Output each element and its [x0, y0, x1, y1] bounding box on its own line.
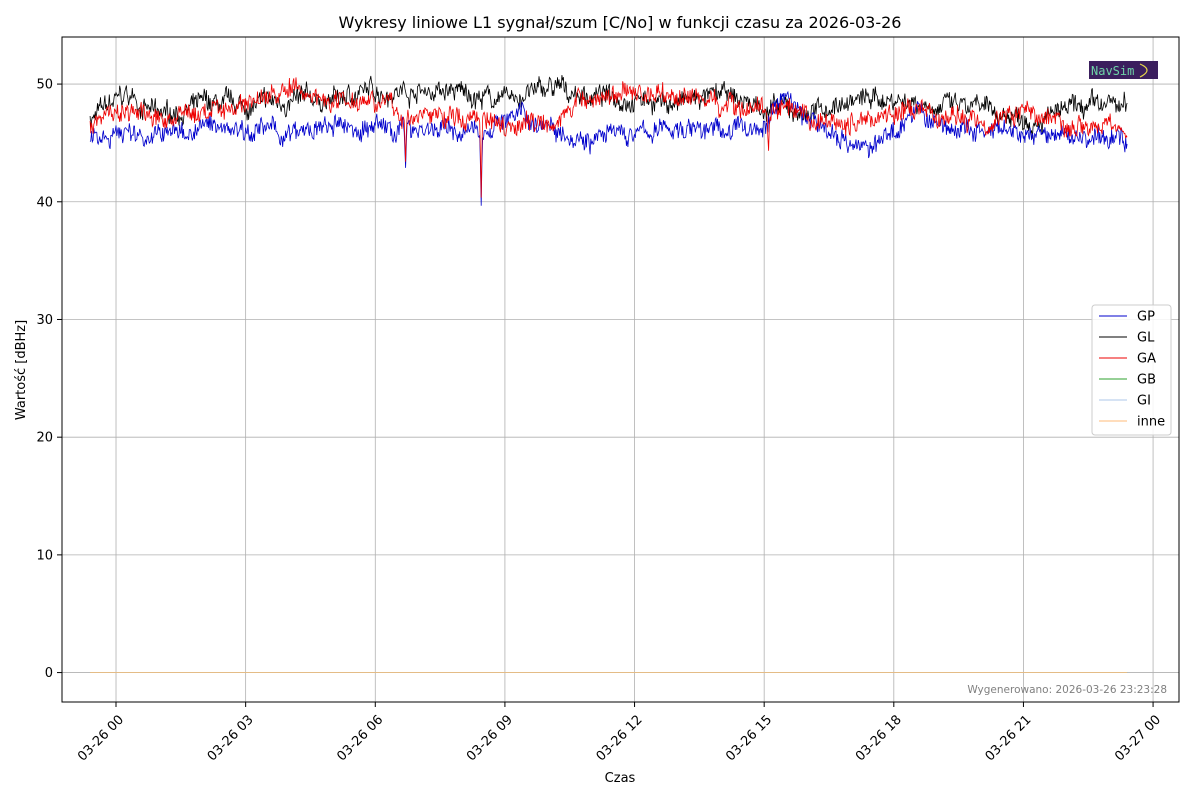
x-tick-label: 03-26 21 [983, 712, 1035, 764]
legend-label: GL [1137, 331, 1155, 346]
series-line-ga [89, 77, 1128, 198]
y-tick-label: 10 [36, 548, 53, 563]
x-tick-label: 03-26 18 [853, 712, 905, 764]
x-tick-label: 03-26 15 [723, 712, 775, 764]
legend-label: GI [1137, 394, 1151, 409]
y-axis-ticks: 0 10 20 30 40 50 [36, 78, 62, 681]
x-tick-label: 03-27 00 [1112, 712, 1164, 764]
legend-label: inne [1137, 415, 1165, 430]
generated-timestamp: Wygenerowano: 2026-03-26 23:23:28 [967, 684, 1167, 696]
x-tick-label: 03-26 03 [205, 712, 257, 764]
x-tick-label: 03-26 09 [464, 712, 516, 764]
y-tick-label: 0 [45, 666, 53, 681]
navsim-logo: NavSim [1089, 61, 1158, 79]
y-tick-label: 20 [36, 431, 53, 446]
plot-frame [61, 36, 1180, 703]
legend: GP GL GA GB GI inne [1091, 304, 1172, 436]
x-tick-label: 03-26 12 [594, 712, 646, 764]
legend-label: GA [1137, 352, 1156, 367]
legend-label: GB [1137, 373, 1156, 388]
x-tick-label: 03-26 06 [334, 712, 386, 764]
chart-title: Wykresy liniowe L1 sygnał/szum [C/No] w … [339, 13, 902, 32]
grid-lines [62, 37, 1179, 702]
y-tick-label: 30 [36, 313, 53, 328]
y-tick-label: 50 [36, 78, 53, 93]
logo-text: NavSim [1091, 64, 1134, 78]
series-line-gp [89, 90, 1128, 206]
x-axis-ticks: 03-26 00 03-26 03 03-26 06 03-26 09 03-26 12… [75, 702, 1164, 764]
x-tick-label: 03-26 00 [75, 712, 127, 764]
legend-label: GP [1137, 310, 1155, 325]
series-line-gl [89, 75, 1128, 139]
y-axis-label: Wartość [dBHz] [14, 320, 29, 420]
series-layer [89, 75, 1128, 673]
y-tick-label: 40 [36, 195, 53, 210]
x-axis-label: Czas [605, 771, 636, 786]
